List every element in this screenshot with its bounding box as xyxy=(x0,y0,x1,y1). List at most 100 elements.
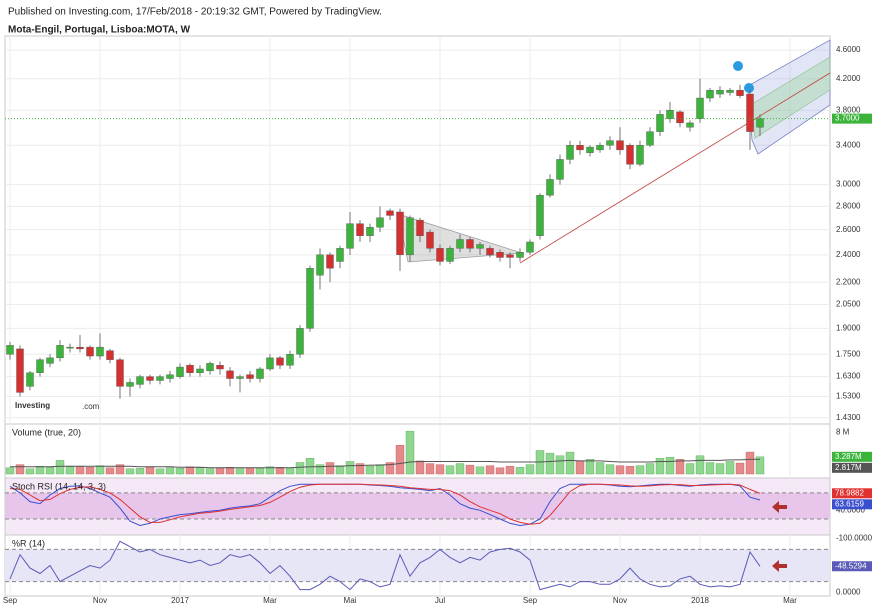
volume-last-label: 2.817M xyxy=(835,463,862,472)
volume-bar xyxy=(205,468,215,475)
volume-bar xyxy=(685,463,695,475)
candle-body xyxy=(6,345,14,355)
y-tick-label: -100.0000 xyxy=(836,534,873,543)
candle-body xyxy=(96,346,104,357)
volume-last-label: 3.287M xyxy=(835,452,862,461)
candle-body xyxy=(676,111,684,124)
candle-body xyxy=(556,159,564,180)
candle-body xyxy=(356,223,364,236)
volume-bar xyxy=(395,445,405,475)
volume-bar xyxy=(745,451,755,475)
volume-bar xyxy=(455,463,465,475)
volume-bar xyxy=(125,468,135,475)
volume-bar xyxy=(755,456,765,475)
candle-body xyxy=(576,145,584,151)
x-tick-label: Sep xyxy=(523,596,538,605)
y-tick-label: 3.4000 xyxy=(836,140,861,149)
candle-body xyxy=(116,359,124,387)
header: Published on Investing.com, 17/Feb/2018 … xyxy=(8,7,382,18)
indicator-last-label: 78.9882 xyxy=(835,488,864,497)
volume-bar xyxy=(45,467,55,475)
volume-bar xyxy=(415,460,425,475)
y-tick-label: 3.0000 xyxy=(836,180,861,189)
volume-bar xyxy=(245,467,255,475)
volume-bar xyxy=(555,455,565,475)
y-tick-label: 3.8000 xyxy=(836,105,861,114)
volume-bar xyxy=(405,430,415,475)
candle-body xyxy=(646,131,654,146)
volume-bar xyxy=(305,458,315,475)
candle-body xyxy=(226,370,234,379)
candle-body xyxy=(286,354,294,366)
candle-body xyxy=(586,146,594,153)
candle-body xyxy=(146,376,154,381)
attention-arrow xyxy=(772,501,787,513)
candle-body xyxy=(656,114,664,132)
volume-last-label-box xyxy=(832,462,872,473)
pivot-marker xyxy=(733,61,743,71)
volume-bar xyxy=(525,464,535,475)
candle-body xyxy=(426,231,434,249)
volume-last-label-box xyxy=(832,451,872,462)
volume-bar xyxy=(565,451,575,475)
panel-title: Stoch RSI (14, 14, 3, 3) xyxy=(12,481,106,491)
candle-body xyxy=(496,252,504,258)
volume-bar xyxy=(705,462,715,475)
y-tick-label: 8 M xyxy=(836,427,850,436)
brand: Investing xyxy=(15,401,50,410)
chart-title: Mota-Engil, Portugal, Lisboa:MOTA, W xyxy=(8,25,191,36)
volume-bar xyxy=(275,467,285,475)
candle-body xyxy=(166,374,174,379)
indicator-last-label-box xyxy=(832,561,872,572)
volume-bar xyxy=(295,462,305,475)
x-tick-label: Mai xyxy=(344,596,357,605)
candle-body xyxy=(436,248,444,262)
volume-bar xyxy=(715,463,725,475)
candle-body xyxy=(476,244,484,249)
volume-bar xyxy=(375,464,385,475)
volume-bar xyxy=(615,465,625,475)
volume-bar xyxy=(75,465,85,475)
candle-body xyxy=(16,348,24,393)
y-tick-label: 1.5300 xyxy=(836,392,861,401)
y-tick-label: 2.2000 xyxy=(836,277,861,286)
indicator-last-label-box xyxy=(832,488,872,499)
candle-body xyxy=(736,89,744,96)
volume-bar xyxy=(265,466,275,475)
y-tick-label: 1.9000 xyxy=(836,323,861,332)
indicator-last-label: 63.6159 xyxy=(835,499,864,508)
candle-body xyxy=(396,211,404,256)
candle-body xyxy=(536,195,544,236)
last-price-label-box xyxy=(832,113,872,124)
candle-body xyxy=(466,239,474,249)
candle-body xyxy=(516,252,524,258)
candle-body xyxy=(156,376,164,381)
volume-bar xyxy=(665,457,675,475)
volume-bar xyxy=(385,462,395,475)
candle-body xyxy=(666,110,674,119)
volume-bar xyxy=(465,464,475,475)
volume-bar xyxy=(475,466,485,475)
y-tick-label: 2.4000 xyxy=(836,250,861,259)
candle-body xyxy=(106,350,114,360)
candle-body xyxy=(346,223,354,249)
attention-arrow xyxy=(772,560,787,572)
candle-body xyxy=(326,254,334,269)
candle-body xyxy=(386,210,394,216)
panel-title: %R (14) xyxy=(12,538,45,548)
volume-bar xyxy=(515,467,525,475)
candle-body xyxy=(176,366,184,377)
volume-bar xyxy=(55,460,65,475)
volume-bar xyxy=(495,467,505,475)
volume-bar xyxy=(65,466,75,475)
candle-body xyxy=(636,145,644,165)
candle-body xyxy=(616,140,624,151)
y-tick-label: 4.6000 xyxy=(836,45,861,54)
candle-body xyxy=(366,227,374,236)
candle-body xyxy=(746,93,754,132)
volume-bar xyxy=(585,459,595,475)
volume-bar xyxy=(255,468,265,475)
y-tick-label: 4.2000 xyxy=(836,74,861,83)
volume-bar xyxy=(285,467,295,475)
volume-bar xyxy=(595,462,605,475)
